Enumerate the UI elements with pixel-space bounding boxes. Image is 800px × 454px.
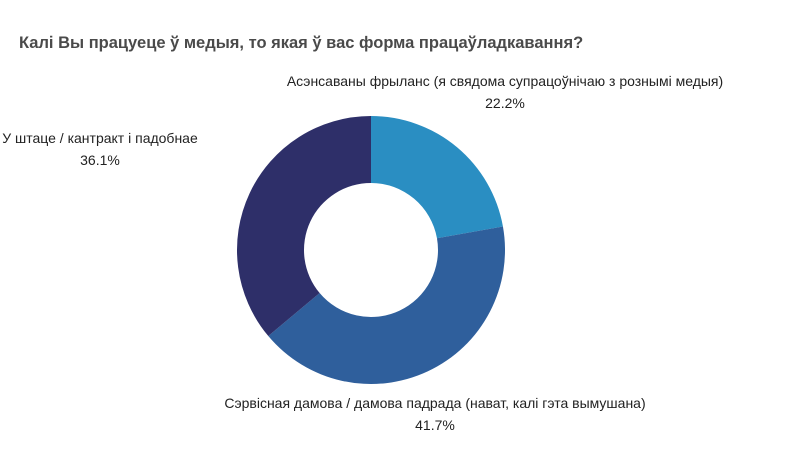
label-staff-name: У штаце / кантракт і падобнае xyxy=(2,130,198,146)
label-service-value: 41.7% xyxy=(415,417,455,433)
slice-staff xyxy=(237,116,371,337)
label-service: Сэрвісная дамова / дамова падрада (нават… xyxy=(160,392,710,436)
label-staff: У штаце / кантракт і падобнае 36.1% xyxy=(0,127,200,171)
label-freelance-value: 22.2% xyxy=(485,95,525,111)
chart-title: Калі Вы працуеце ў медыя, то якая ў вас … xyxy=(19,34,584,52)
label-staff-value: 36.1% xyxy=(80,152,120,168)
label-freelance-name: Асэнсаваны фрыланс (я свядома супрацоўні… xyxy=(286,73,724,89)
slice-service xyxy=(268,226,505,384)
slice-freelance xyxy=(371,116,503,239)
label-freelance: Асэнсаваны фрыланс (я свядома супрацоўні… xyxy=(230,70,780,114)
label-service-name: Сэрвісная дамова / дамова падрада (нават… xyxy=(224,395,646,411)
